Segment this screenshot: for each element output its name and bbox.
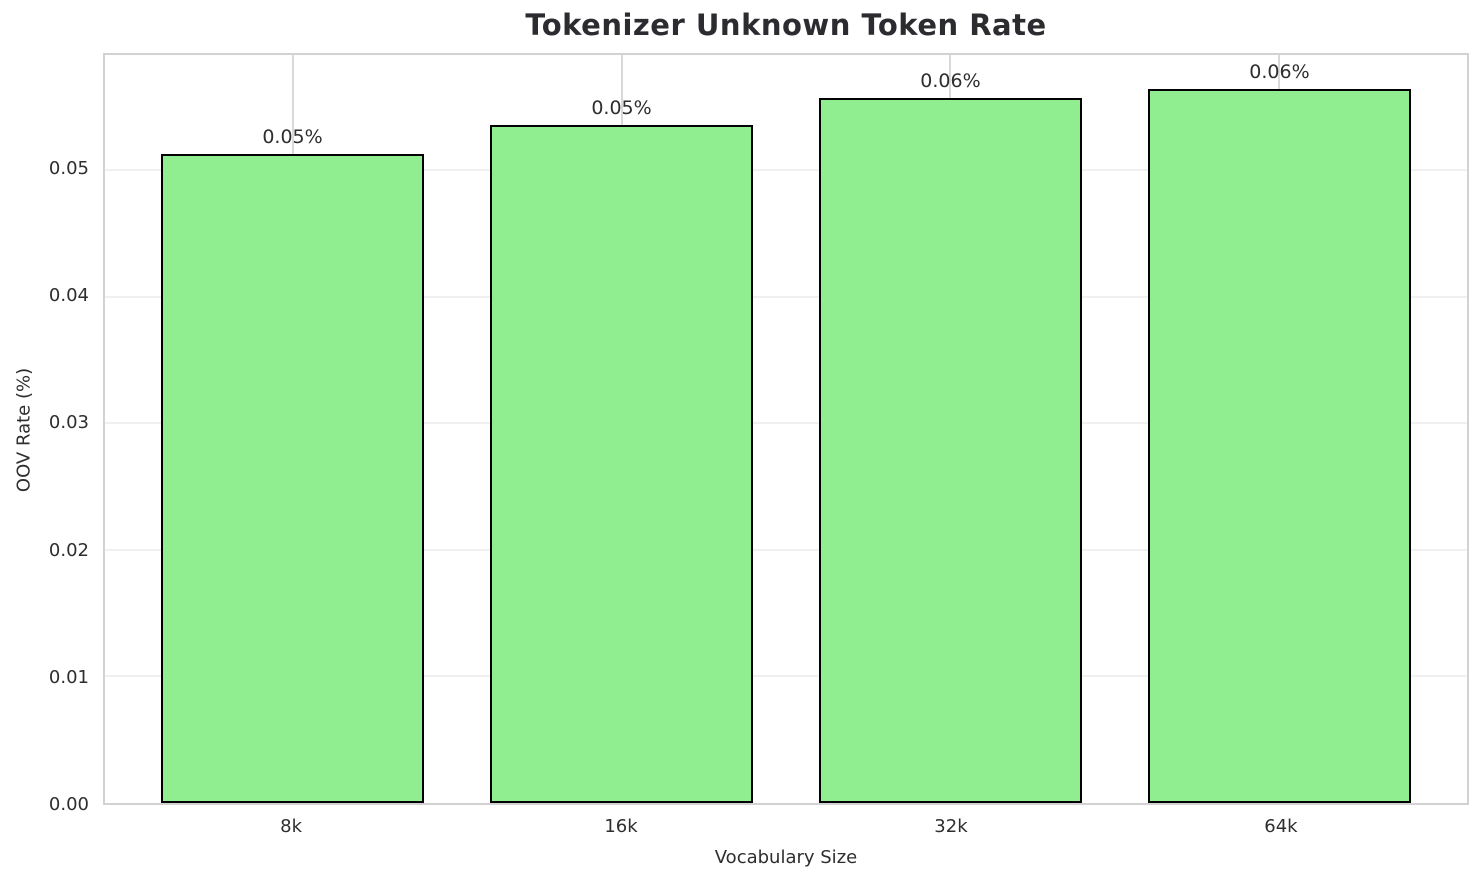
bar-value-label: 0.06% xyxy=(920,70,981,93)
h-gridline xyxy=(105,295,1467,298)
chart-title: Tokenizer Unknown Token Rate xyxy=(525,8,1047,42)
bar-value-label: 0.06% xyxy=(1249,61,1310,84)
h-gridline xyxy=(105,422,1467,425)
bar xyxy=(160,153,425,803)
y-tick-label: 0.01 xyxy=(48,666,89,688)
bar-value-label: 0.05% xyxy=(262,125,323,148)
y-tick-label: 0.02 xyxy=(48,539,89,561)
bar xyxy=(818,98,1083,803)
x-tick-label: 64k xyxy=(1264,816,1298,837)
h-gridline xyxy=(105,675,1467,678)
y-axis-tick-labels: 0.00 0.01 0.02 0.03 0.04 0.05 xyxy=(0,53,89,813)
y-tick-label: 0.00 xyxy=(48,794,89,815)
h-gridline xyxy=(105,548,1467,551)
x-tick-label: 32k xyxy=(934,816,968,837)
x-axis-tick-labels: 8k 16k 32k 64k xyxy=(103,818,1469,842)
x-axis-title: Vocabulary Size xyxy=(714,847,858,868)
y-tick-label: 0.04 xyxy=(48,285,89,307)
x-tick-label: 8k xyxy=(280,816,303,837)
h-gridline xyxy=(105,169,1467,172)
bar xyxy=(489,124,754,803)
plot-area: 0.05% 0.05% 0.06% 0.06% xyxy=(103,53,1469,805)
y-tick-label: 0.05 xyxy=(48,157,89,179)
x-tick-label: 16k xyxy=(604,816,638,837)
y-tick-label: 0.03 xyxy=(48,412,89,434)
bar-value-label: 0.05% xyxy=(591,96,652,119)
bar xyxy=(1147,89,1412,803)
